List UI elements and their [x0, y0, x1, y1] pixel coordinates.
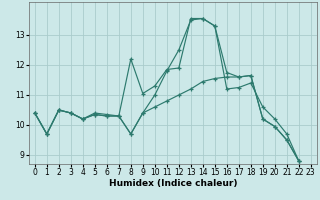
X-axis label: Humidex (Indice chaleur): Humidex (Indice chaleur) [108, 179, 237, 188]
